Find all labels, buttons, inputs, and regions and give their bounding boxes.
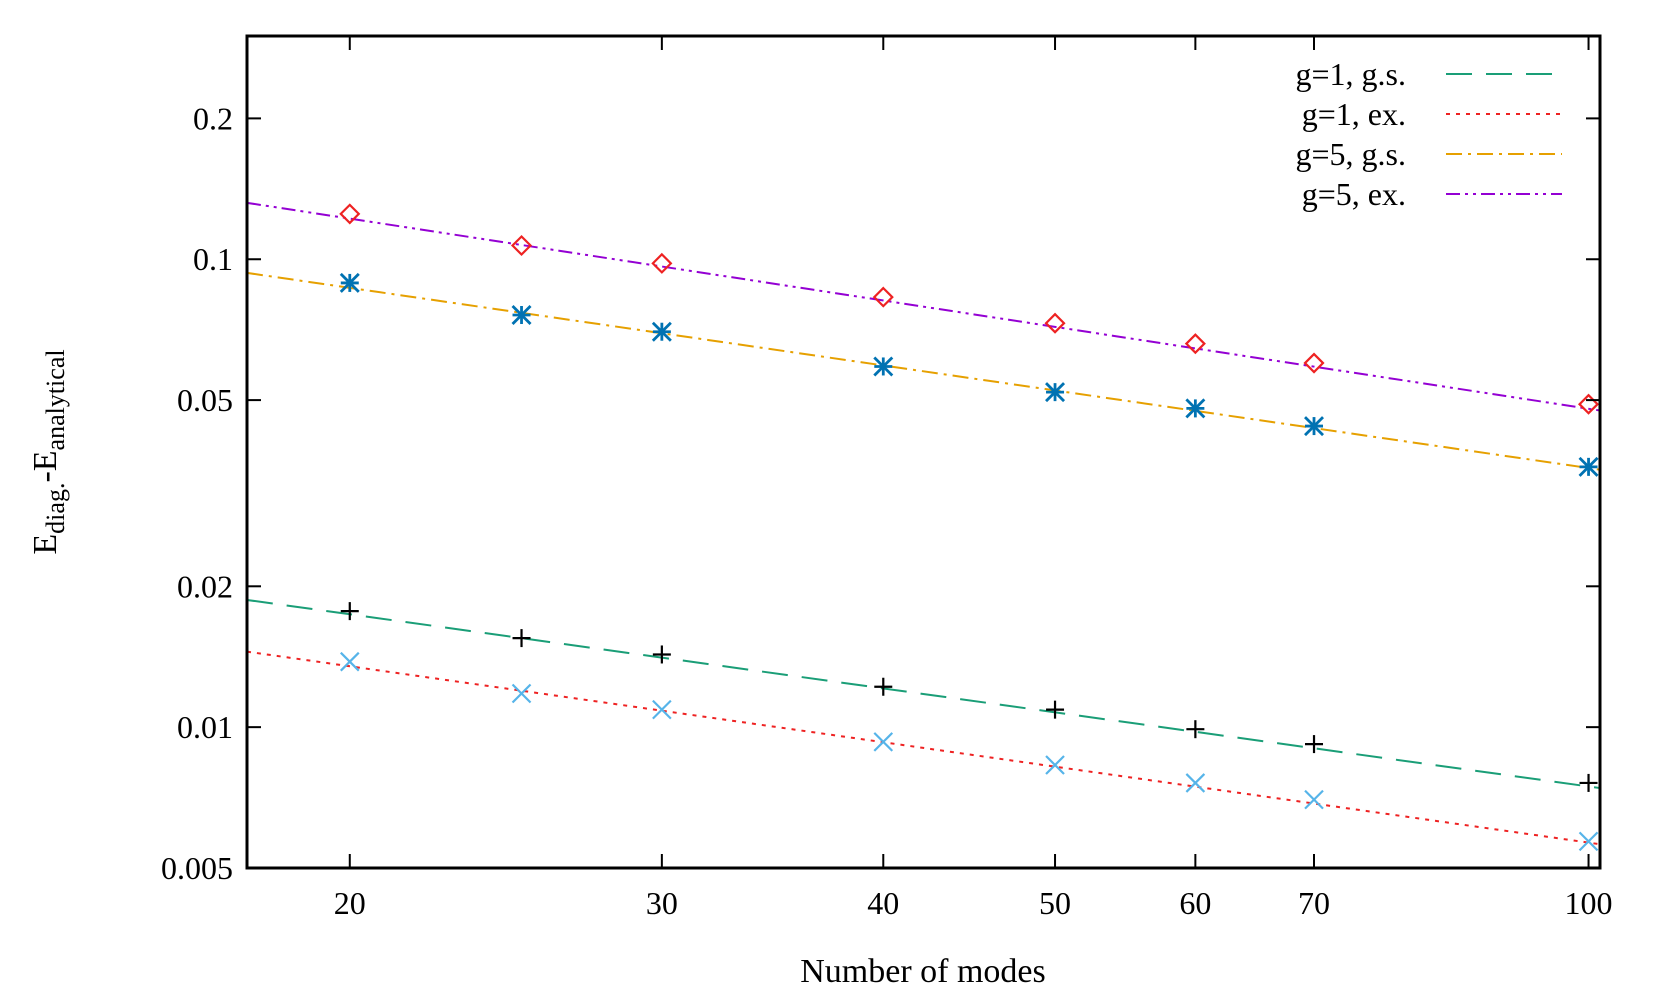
marker-g-5-g-s xyxy=(339,272,360,293)
legend-label-g-5-g-s: g=5, g.s. xyxy=(1296,136,1407,172)
marker-g-5-ex xyxy=(872,286,894,308)
marker-g-1-g-s xyxy=(1046,700,1065,719)
x-tick-label: 70 xyxy=(1298,885,1330,921)
marker-g-5-g-s xyxy=(873,356,894,377)
marker-g-5-g-s xyxy=(651,321,672,342)
y-axis-title-sub1: diag. xyxy=(41,483,70,534)
y-tick-label: 0.02 xyxy=(177,568,233,604)
marker-g-1-g-s xyxy=(512,629,531,648)
y-axis-title-sub2: analytical xyxy=(41,349,70,450)
y-tick-label: 0.1 xyxy=(193,241,233,277)
y-tick-label: 0.01 xyxy=(177,709,233,745)
y-axis-title: Ediag.-Eanalytical xyxy=(27,349,70,554)
y-tick-label: 0.005 xyxy=(161,850,233,886)
marker-g-5-g-s xyxy=(1304,416,1325,437)
tick-labels: 20 30 40 50 60 70 100 0.005 0.01 0.02 0.05 0.1 0.2 xyxy=(161,100,1613,921)
x-axis-title: Number of modes xyxy=(800,953,1046,990)
marker-g-1-ex xyxy=(1578,831,1599,852)
legend-label-g-5-ex: g=5, ex. xyxy=(1302,176,1406,212)
y-axis-title-mid: -E xyxy=(27,450,64,482)
y-axis-title-main: E xyxy=(27,534,64,555)
marker-g-1-ex xyxy=(511,683,532,704)
y-tick-label: 0.05 xyxy=(177,382,233,418)
marker-g-5-g-s xyxy=(1185,398,1206,419)
fit-line-g-5-ex xyxy=(246,201,1601,412)
marker-g-5-ex xyxy=(651,252,673,274)
x-tick-label: 30 xyxy=(646,885,678,921)
x-tick-label: 60 xyxy=(1179,885,1211,921)
y-tick-label: 0.2 xyxy=(193,100,233,136)
marker-g-1-g-s xyxy=(1186,720,1205,739)
marker-g-5-g-s xyxy=(1578,456,1599,477)
marker-g-1-ex xyxy=(339,651,360,672)
legend-label-g-1-ex: g=1, ex. xyxy=(1302,96,1406,132)
x-tick-label: 40 xyxy=(867,885,899,921)
marker-g-1-g-s xyxy=(652,645,671,664)
marker-g-5-ex xyxy=(1303,352,1325,374)
marker-g-1-ex xyxy=(1304,789,1324,810)
marker-g-1-g-s xyxy=(1305,735,1324,754)
axis-ticks xyxy=(247,36,1600,869)
x-tick-label: 100 xyxy=(1565,885,1613,921)
marker-g-5-ex xyxy=(339,203,361,225)
marker-g-1-ex xyxy=(652,699,672,720)
fit-line-g-1-g-s xyxy=(246,598,1601,790)
marker-g-5-ex xyxy=(1184,333,1206,355)
marker-g-5-ex xyxy=(510,234,533,257)
marker-g-5-g-s xyxy=(511,305,532,326)
fit-line-g-5-g-s xyxy=(246,271,1601,471)
marker-g-1-g-s xyxy=(1579,773,1598,792)
marker-g-1-ex xyxy=(1185,773,1206,793)
marker-g-1-g-s xyxy=(340,602,359,621)
marker-g-5-ex xyxy=(1577,393,1600,415)
plot-frame xyxy=(245,34,1602,870)
marker-g-5-g-s xyxy=(1045,382,1066,403)
marker-g-5-ex xyxy=(1044,312,1066,334)
data-markers xyxy=(339,203,1600,852)
legend-label-g-1-g-s: g=1, g.s. xyxy=(1296,56,1407,92)
x-tick-label: 20 xyxy=(334,885,366,921)
marker-g-1-g-s xyxy=(874,677,893,696)
marker-g-1-ex xyxy=(1045,755,1065,775)
marker-g-1-ex xyxy=(873,732,894,752)
legend: g=1, g.s. g=1, ex. g=5, g.s. g=5, ex. xyxy=(1296,56,1562,212)
fit-line-g-1-ex xyxy=(246,650,1601,846)
fit-lines xyxy=(246,201,1601,846)
x-tick-label: 50 xyxy=(1039,885,1071,921)
